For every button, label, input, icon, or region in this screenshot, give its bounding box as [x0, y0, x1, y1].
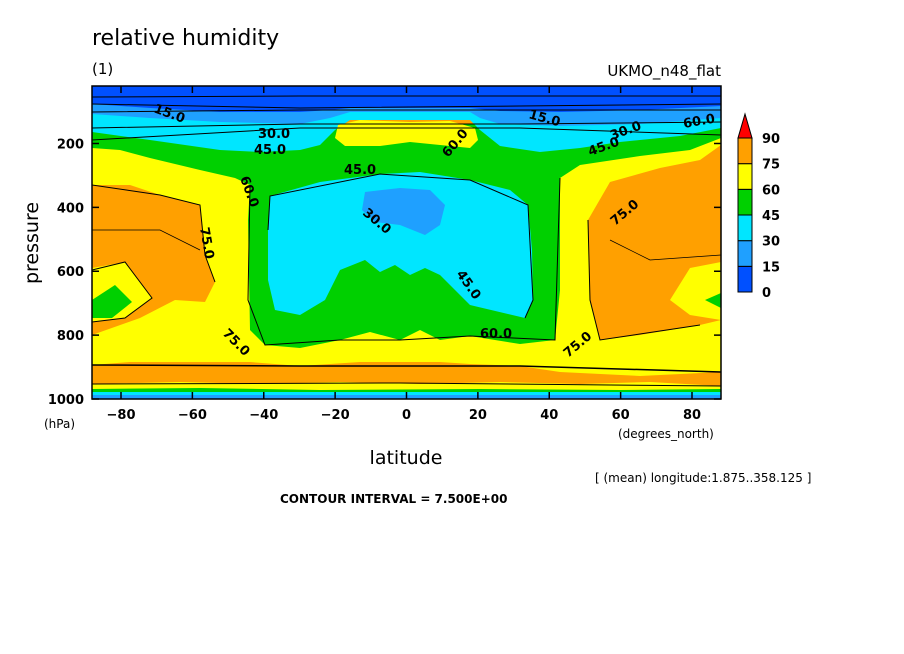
colorbar: 0 15 30 45 60 75 90: [737, 112, 780, 301]
contour-lines: [92, 95, 721, 387]
y-tick-label: 800: [57, 329, 84, 344]
chart-title: relative humidity: [92, 26, 279, 51]
x-tick-label: −80: [107, 408, 136, 423]
x-tick-label: 40: [540, 408, 558, 423]
chart-subtitle-left: (1): [92, 60, 113, 78]
x-tick-label: 60: [612, 408, 630, 423]
y-tick-label: 200: [57, 137, 84, 152]
band-45-60-low: [92, 388, 721, 393]
y-axis-unit: (hPa): [44, 417, 75, 431]
x-axis: −80 −60 −40 −20 0 20 40 60 80: [107, 86, 701, 423]
colorbar-label: 90: [762, 132, 780, 147]
band-45-60-seg: [92, 285, 132, 318]
contour-label: 45.0: [254, 143, 286, 158]
colorbar-label: 60: [762, 183, 780, 198]
x-axis-label: latitude: [370, 447, 443, 469]
contour-label: 75.0: [196, 226, 216, 260]
colorbar-label: 45: [762, 209, 780, 224]
x-tick-label: −40: [249, 408, 278, 423]
colorbar-label: 75: [762, 158, 780, 173]
x-tick-label: 80: [683, 408, 701, 423]
x-tick-label: −20: [321, 408, 350, 423]
y-axis: 200 400 600 800 1000: [48, 137, 721, 408]
colorbar-label: 0: [762, 286, 771, 301]
contour-interval: CONTOUR INTERVAL = 7.500E+00: [280, 492, 507, 506]
contour-label: 30.0: [258, 127, 290, 142]
band-60-75-low: [92, 382, 721, 390]
colorbar-swatch: [737, 240, 753, 267]
y-tick-label: 600: [57, 265, 84, 280]
contour-label: 60.0: [480, 327, 512, 342]
x-tick-label: 20: [469, 408, 487, 423]
band-60-75: [670, 262, 721, 320]
y-tick-label: 1000: [48, 393, 84, 408]
colorbar-swatch: [737, 265, 753, 293]
colorbar-overflow-triangle: [737, 112, 753, 139]
upper-moist-island: [335, 120, 478, 148]
colorbar-swatch: [737, 188, 753, 216]
colorbar-swatch: [737, 214, 753, 242]
x-axis-unit: (degrees_north): [618, 427, 714, 441]
chart-subtitle-right: UKMO_n48_flat: [607, 62, 721, 81]
x-tick-label: 0: [402, 408, 411, 423]
contour-label: 45.0: [344, 163, 376, 178]
dry-core-patch: [362, 188, 445, 235]
colorbar-label: 30: [762, 235, 780, 250]
colorbar-swatch: [737, 137, 753, 165]
colorbar-label: 15: [762, 260, 780, 275]
y-tick-label: 400: [57, 201, 84, 216]
contour-label: 60.0: [682, 112, 716, 132]
colorbar-swatch: [737, 163, 753, 190]
plot-area: [91, 85, 722, 400]
band-30-45-core: [268, 172, 533, 318]
y-axis-label: pressure: [21, 202, 43, 284]
x-tick-label: −60: [178, 408, 207, 423]
band-45-60-seg: [705, 293, 721, 308]
mean-note: [ (mean) longitude:1.875..358.125 ]: [595, 471, 811, 485]
